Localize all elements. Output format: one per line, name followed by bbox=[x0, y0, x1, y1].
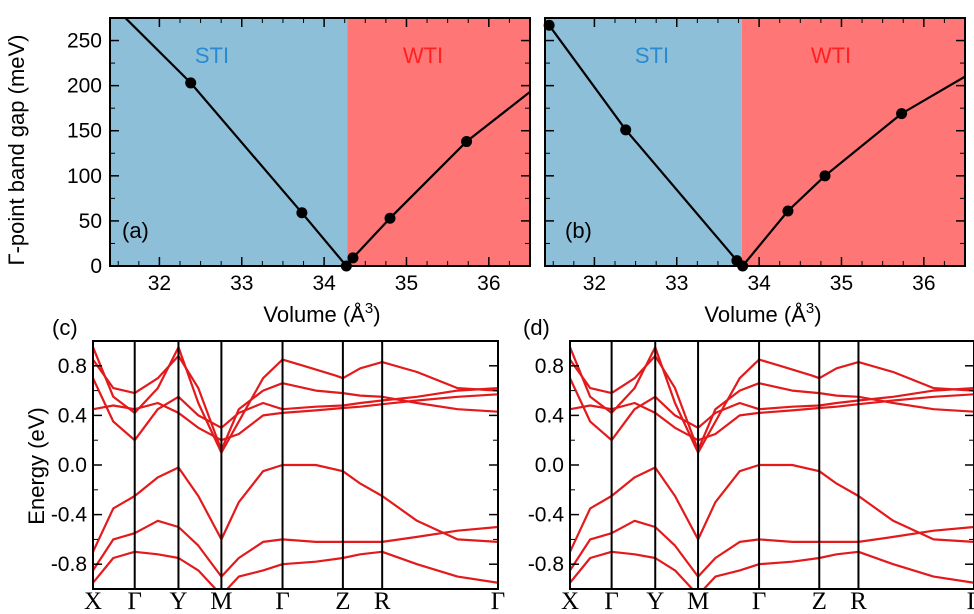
x-tick-label: 36 bbox=[477, 272, 500, 295]
y-tick-label: 200 bbox=[67, 75, 102, 98]
band-line bbox=[570, 463, 974, 553]
data-point bbox=[347, 252, 359, 264]
energy-tick-label: -0.8 bbox=[528, 553, 564, 576]
energy-tick-label: 0.8 bbox=[535, 355, 564, 378]
band-line bbox=[93, 393, 498, 442]
plot-frame bbox=[544, 17, 966, 267]
plot-frame bbox=[109, 17, 531, 267]
y-tick-label: 100 bbox=[67, 165, 102, 188]
y-tick-label: 50 bbox=[79, 210, 102, 233]
panel-label-c: (c) bbox=[52, 315, 78, 340]
band-line bbox=[570, 377, 974, 442]
data-point bbox=[782, 205, 794, 217]
wti-region-a bbox=[347, 18, 530, 266]
band-line bbox=[570, 346, 974, 454]
x-tick-label: 33 bbox=[230, 272, 253, 295]
band-line bbox=[570, 393, 974, 442]
x-tick-label: 33 bbox=[665, 272, 688, 295]
sti-region-a bbox=[110, 18, 348, 266]
band-line bbox=[93, 463, 498, 553]
kpoint-label: Γ bbox=[491, 588, 505, 614]
panel-label-b: (b) bbox=[565, 218, 592, 243]
data-point bbox=[384, 212, 396, 224]
gap-line-b bbox=[548, 24, 965, 266]
energy-tick-label: -0.4 bbox=[528, 504, 565, 527]
kpoint-label: Γ bbox=[752, 588, 766, 614]
data-point bbox=[819, 170, 831, 182]
sti-label-b: STI bbox=[635, 43, 669, 68]
kpoint-label: Γ bbox=[604, 588, 618, 614]
kpoint-label: M bbox=[687, 588, 709, 614]
kpoint-label: Z bbox=[335, 588, 350, 614]
band-line bbox=[570, 550, 974, 589]
y-tick-label: 0 bbox=[90, 255, 102, 278]
x-axis-label-b: Volume (Å3) bbox=[704, 300, 821, 327]
panel-b-gap-vs-volume: STI WTI (b) 32 33 34 35 36 bbox=[543, 17, 966, 295]
band-line bbox=[93, 346, 498, 454]
energy-tick-label: 0.0 bbox=[58, 454, 87, 477]
band-line bbox=[93, 377, 498, 442]
y-tick-label: 150 bbox=[67, 120, 102, 143]
kpoint-label: R bbox=[850, 588, 867, 614]
data-point bbox=[296, 207, 308, 219]
kpoint-label: Y bbox=[646, 588, 664, 614]
panel-a-gap-vs-volume: STI WTI (a) 32 33 34 35 36 0 50 100 150 200 250 bbox=[67, 17, 531, 295]
data-point bbox=[543, 19, 555, 31]
wti-label-a: WTI bbox=[403, 43, 443, 68]
x-tick-label: 35 bbox=[830, 272, 853, 295]
x-tick-label: 34 bbox=[747, 272, 771, 295]
band-line bbox=[93, 519, 498, 578]
kpoint-label: Z bbox=[812, 588, 827, 614]
energy-tick-label: -0.8 bbox=[51, 553, 87, 576]
kpoint-label: X bbox=[561, 588, 579, 614]
y-tick-label: 250 bbox=[67, 30, 102, 53]
data-point bbox=[461, 136, 473, 148]
energy-tick-label: 0.0 bbox=[535, 454, 564, 477]
sti-label-a: STI bbox=[195, 43, 229, 68]
panel-label-a: (a) bbox=[122, 218, 149, 243]
kpoint-label: M bbox=[210, 588, 232, 614]
energy-tick-label: 0.4 bbox=[535, 404, 565, 427]
kpoint-label: Γ bbox=[275, 588, 289, 614]
energy-y-axis-label: Energy (eV) bbox=[24, 407, 49, 524]
panel-d-band-structure: (d) X Γ Y M Γ Z R Γ0.80.40.0-0.4-0.8 bbox=[523, 315, 974, 614]
panel-c-band-structure: (c) Energy (eV) X Γ Y M Γ Z R Γ0.80.40.0-0.4-0.… bbox=[24, 315, 505, 614]
band-line bbox=[570, 519, 974, 578]
kpoint-label: X bbox=[84, 588, 102, 614]
energy-tick-label: 0.8 bbox=[58, 355, 87, 378]
wti-region-b bbox=[741, 18, 965, 266]
x-tick-label: 32 bbox=[583, 272, 606, 295]
energy-tick-label: -0.4 bbox=[51, 504, 88, 527]
energy-tick-label: 0.4 bbox=[58, 404, 88, 427]
data-point bbox=[185, 77, 197, 89]
kpoint-label: R bbox=[374, 588, 391, 614]
data-point bbox=[620, 124, 632, 136]
x-tick-label: 32 bbox=[148, 272, 171, 295]
kpoint-label: Γ bbox=[127, 588, 141, 614]
x-axis-label-a: Volume (Å3) bbox=[263, 300, 380, 327]
x-tick-label: 36 bbox=[912, 272, 935, 295]
kpoint-label: Γ bbox=[967, 588, 974, 614]
band-line bbox=[93, 550, 498, 589]
kpoint-label: Y bbox=[169, 588, 187, 614]
x-tick-label: 35 bbox=[395, 272, 418, 295]
gap-y-axis-label: Γ-point band gap (meV) bbox=[4, 34, 29, 265]
panel-label-d: (d) bbox=[523, 315, 550, 340]
sti-region-b bbox=[545, 18, 742, 266]
wti-label-b: WTI bbox=[811, 43, 851, 68]
x-tick-label: 34 bbox=[312, 272, 336, 295]
data-point bbox=[896, 108, 908, 120]
